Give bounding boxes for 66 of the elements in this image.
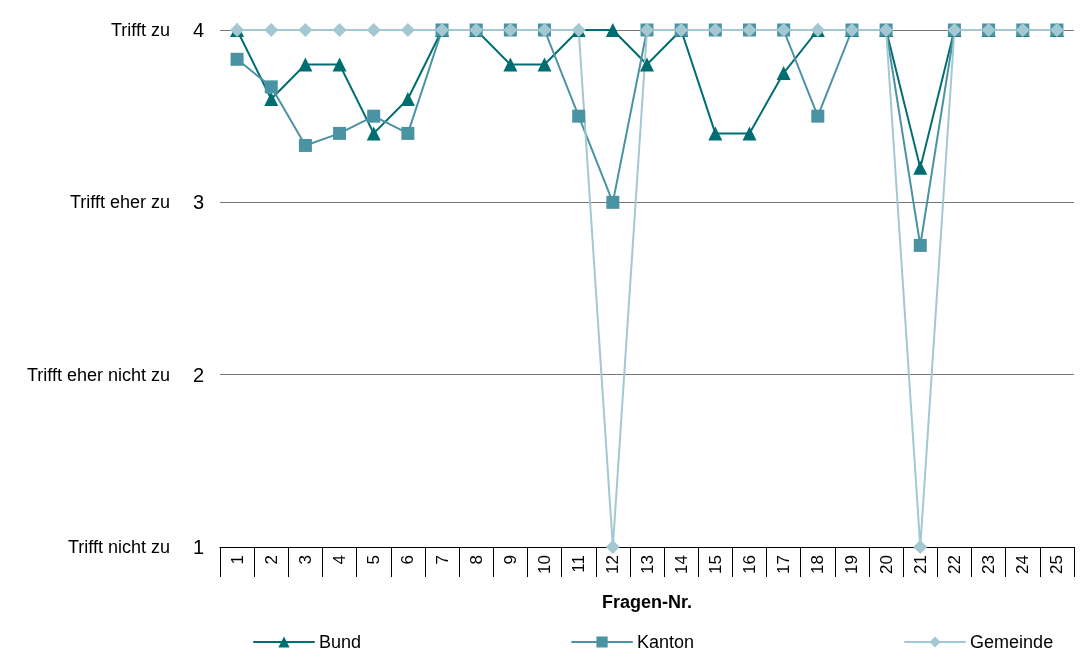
point bbox=[708, 126, 723, 141]
point bbox=[605, 23, 620, 37]
point bbox=[811, 109, 825, 123]
x-tick-label: 4 bbox=[330, 555, 350, 565]
point bbox=[298, 138, 312, 152]
point bbox=[913, 238, 927, 252]
x-tick-label: 11 bbox=[569, 555, 589, 573]
x-tick-label: 24 bbox=[1013, 555, 1033, 574]
point bbox=[606, 195, 620, 209]
point bbox=[230, 52, 244, 66]
x-tick-label: 25 bbox=[1047, 555, 1067, 574]
text: Trifft zu bbox=[110, 20, 170, 40]
point bbox=[742, 126, 757, 141]
point bbox=[367, 109, 381, 123]
legend-label: Bund bbox=[319, 632, 362, 652]
point bbox=[401, 126, 415, 140]
text: Trifft nicht zu bbox=[67, 537, 170, 557]
x-tick-label: 22 bbox=[944, 555, 964, 574]
x-tick-label: 19 bbox=[842, 555, 862, 574]
point bbox=[264, 91, 279, 106]
point bbox=[400, 23, 415, 37]
point bbox=[640, 57, 654, 72]
point bbox=[400, 91, 415, 106]
point bbox=[572, 109, 586, 123]
x-tick-label: 20 bbox=[876, 555, 896, 574]
x-tick-label: 3 bbox=[295, 555, 315, 565]
point bbox=[332, 23, 347, 37]
point bbox=[332, 57, 347, 72]
x-tick-label: 1 bbox=[227, 555, 247, 565]
point bbox=[503, 57, 518, 72]
x-tick-label: 6 bbox=[398, 555, 418, 565]
x-tick-label: 10 bbox=[535, 555, 555, 574]
text: Trifft eher zu bbox=[69, 192, 170, 213]
x-tick-label: 12 bbox=[603, 555, 623, 574]
x-tick-label: 13 bbox=[637, 555, 657, 574]
point bbox=[298, 57, 313, 72]
x-tick-label: 5 bbox=[364, 555, 384, 565]
x-tick-label: 2 bbox=[261, 555, 281, 565]
y-tick-label: 4 bbox=[192, 19, 204, 41]
x-tick-label: 14 bbox=[671, 555, 691, 574]
x-tick-label: 8 bbox=[466, 555, 486, 565]
y-tick-label: 3 bbox=[192, 191, 204, 214]
x-tick-label: 16 bbox=[739, 555, 759, 574]
x-tick-label: 18 bbox=[808, 555, 828, 574]
x-tick-label: 23 bbox=[979, 555, 999, 574]
point bbox=[605, 540, 620, 554]
point bbox=[366, 23, 381, 37]
x-axis-title: Fragen-Nr. bbox=[601, 592, 693, 612]
point bbox=[913, 540, 928, 554]
legend-label: Kanton bbox=[637, 632, 695, 652]
point bbox=[264, 23, 279, 37]
x-tick-label: 15 bbox=[705, 555, 725, 574]
x-tick-label: 7 bbox=[432, 555, 452, 565]
x-tick-label: 21 bbox=[910, 555, 930, 574]
legend-label: Gemeinde bbox=[970, 632, 1054, 652]
point bbox=[537, 57, 552, 72]
point bbox=[298, 23, 313, 37]
x-tick-label: 17 bbox=[774, 555, 794, 574]
text: Trifft eher nicht zu bbox=[26, 364, 170, 385]
point bbox=[776, 66, 791, 81]
y-tick-label: 2 bbox=[192, 363, 204, 386]
x-tick-label: 9 bbox=[500, 555, 520, 565]
point bbox=[913, 160, 928, 175]
point bbox=[333, 126, 347, 140]
point bbox=[264, 80, 278, 94]
point bbox=[366, 126, 381, 141]
